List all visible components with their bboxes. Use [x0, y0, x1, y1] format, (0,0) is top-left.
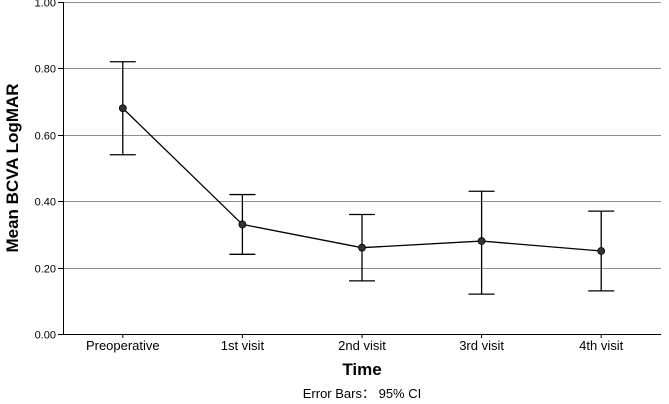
x-tick-label: Preoperative: [86, 338, 160, 353]
error-bars-footnote: Error Bars： 95% CI: [303, 386, 421, 401]
x-tick-labels: Preoperative 1st visit 2nd visit 3rd visit 4…: [86, 338, 624, 353]
y-tick-label: 1.00: [35, 0, 56, 10]
y-tick-label: 0.60: [35, 131, 56, 143]
axes: [58, 2, 661, 338]
y-axis-title: Mean BCVA LogMAR: [3, 83, 22, 252]
y-tick-label: 0.00: [35, 330, 56, 342]
x-tick-label: 3rd visit: [459, 338, 504, 353]
data-point: [238, 220, 247, 229]
data-point: [597, 247, 606, 255]
data-points: [118, 104, 606, 255]
data-point: [118, 104, 127, 113]
x-axis-title: Time: [342, 360, 381, 379]
y-tick-labels: 0.00 0.20 0.40 0.60 0.80 1.00: [35, 0, 56, 342]
x-tick-label: 2nd visit: [338, 338, 386, 353]
x-tick-label: 1st visit: [221, 338, 265, 353]
error-bars: [109, 61, 615, 295]
x-tick-label: 4th visit: [579, 338, 623, 353]
y-tick-label: 0.20: [35, 264, 56, 276]
y-tick-label: 0.80: [35, 64, 56, 76]
y-tick-label: 0.40: [35, 197, 56, 209]
grid-lines: [63, 2, 661, 269]
data-point: [358, 243, 366, 252]
data-point: [477, 237, 486, 245]
